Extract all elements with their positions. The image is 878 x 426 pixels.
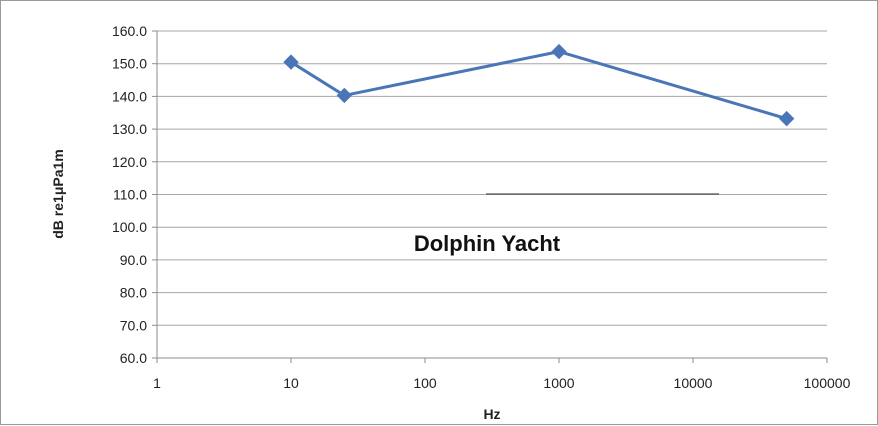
series-line (290, 50, 788, 121)
y-tick-label: 140.0 (112, 88, 147, 104)
y-tick-label: 70.0 (120, 317, 147, 333)
x-tick-label: 100 (413, 375, 437, 391)
series-layer (283, 43, 795, 127)
x-tick-label: 100000 (804, 375, 851, 391)
y-tick-label: 80.0 (120, 285, 147, 301)
data-point-marker (551, 43, 567, 60)
gridlines (157, 30, 827, 326)
y-tick-label: 110.0 (113, 187, 147, 203)
y-tick-label: 120.0 (112, 154, 147, 170)
x-tick-label: 10000 (674, 375, 713, 391)
y-tick-label: 90.0 (120, 252, 147, 268)
data-point-marker (336, 87, 353, 104)
x-tick-label: 1 (153, 375, 161, 391)
y-tick-label: 100.0 (112, 219, 147, 235)
x-axis-ticks: 1 10 100 1000 10000 100000 (153, 358, 851, 391)
data-point-marker (283, 54, 299, 70)
x-axis-title: Hz (483, 406, 500, 422)
y-tick-label: 150.0 (112, 56, 147, 72)
data-point-marker (778, 110, 795, 127)
x-tick-label: 10 (283, 375, 299, 391)
y-tick-label: 130.0 (112, 121, 147, 137)
y-tick-label: 60.0 (120, 350, 147, 366)
annotation-label: Dolphin Yacht (414, 231, 561, 256)
y-axis-title: dB re1μPa1m (50, 149, 66, 239)
y-axis-ticks: 60.0 70.0 80.0 90.0 100.0 110.0 120.0 130.0 140.… (112, 23, 157, 366)
y-tick-label: 160.0 (112, 23, 147, 39)
x-tick-label: 1000 (543, 375, 574, 391)
